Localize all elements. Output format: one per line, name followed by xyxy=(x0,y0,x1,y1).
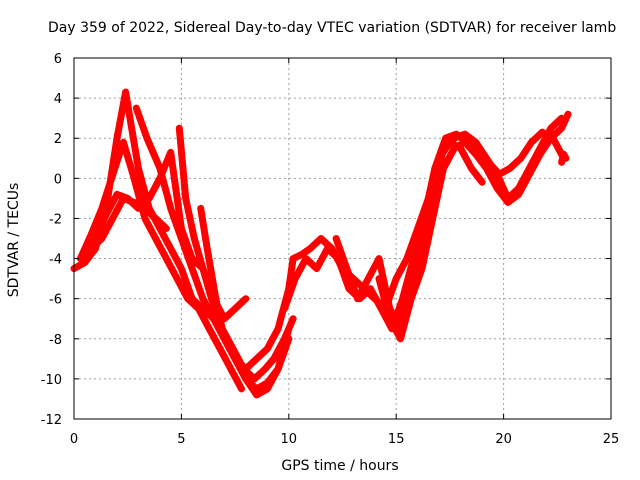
series-line-track-4 xyxy=(87,194,170,252)
y-tick-label: -2 xyxy=(49,212,62,227)
x-tick-label: 10 xyxy=(281,432,298,447)
y-tick-label: 2 xyxy=(54,132,62,147)
series-line-track-8 xyxy=(281,128,568,333)
x-tick-label: 25 xyxy=(603,432,620,447)
series-line-track-11 xyxy=(558,150,570,166)
x-axis-label: GPS time / hours xyxy=(281,458,398,474)
y-tick-label: -4 xyxy=(49,253,62,268)
x-tick-label: 5 xyxy=(177,432,185,447)
series-line-track-6 xyxy=(175,124,297,383)
x-tick-label: 15 xyxy=(388,432,405,447)
x-tick-label: 0 xyxy=(70,432,78,447)
chart-title: Day 359 of 2022, Sidereal Day-to-day VTE… xyxy=(48,20,616,36)
y-tick-label: 6 xyxy=(54,52,62,67)
series-line-track-2 xyxy=(76,138,245,393)
y-tick-label: 4 xyxy=(54,92,62,107)
y-tick-label: -8 xyxy=(49,333,62,348)
plot-frame xyxy=(73,57,612,420)
y-tick-label: 0 xyxy=(54,172,62,187)
axis-ticks: 0 5 10 15 20 25 -12 -10 -8 -6 -4 -2 0 2 4 6 xyxy=(41,52,620,447)
y-tick-label: -10 xyxy=(41,373,62,388)
x-tick-label: 20 xyxy=(495,432,512,447)
y-tick-label: -12 xyxy=(41,413,62,428)
series-line-track-10 xyxy=(375,110,572,343)
series-layer xyxy=(70,88,572,399)
y-tick-label: -6 xyxy=(49,293,62,308)
series-line-track-5 xyxy=(132,104,293,399)
y-axis-label: SDTVAR / TECUs xyxy=(6,183,22,298)
